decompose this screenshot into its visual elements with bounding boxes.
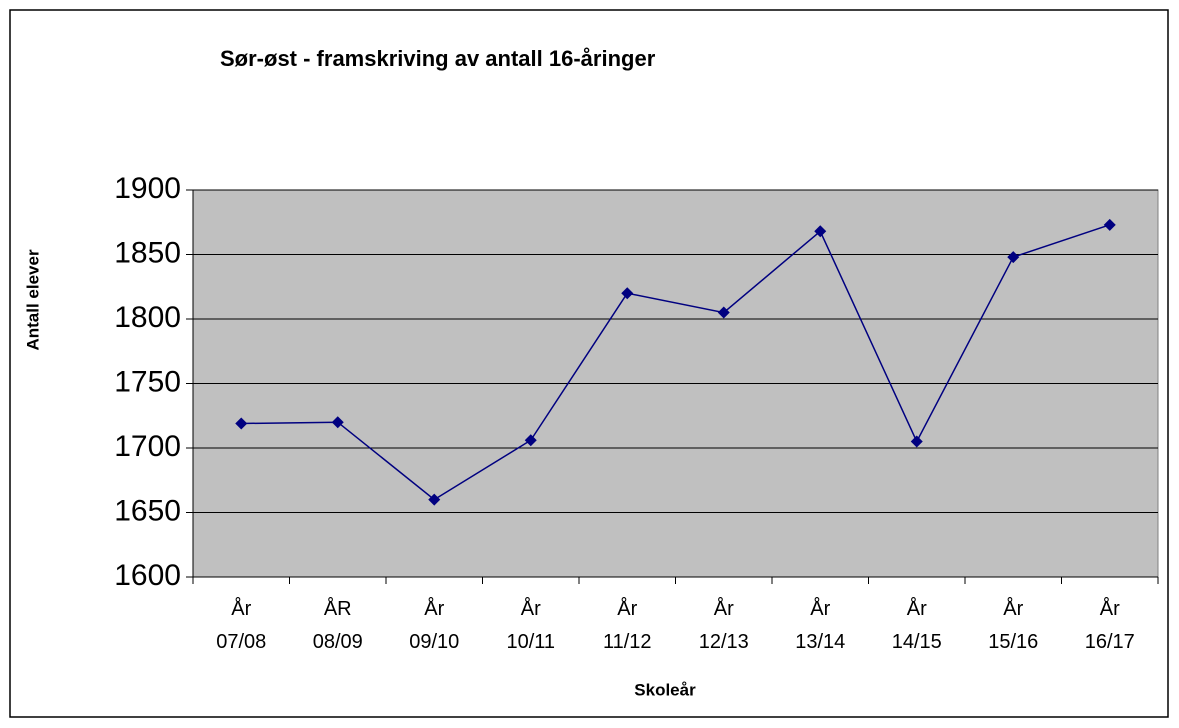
y-tick-label: 1600: [114, 559, 181, 592]
x-tick-label: År 13/14: [795, 597, 845, 653]
data-point: [1007, 251, 1020, 264]
data-point: [235, 417, 248, 430]
x-tick-label: År 16/17: [1085, 597, 1135, 653]
data-point: [910, 435, 923, 448]
data-point: [717, 306, 730, 319]
y-tick-label: 1700: [114, 430, 181, 463]
x-tick-label: År 10/11: [506, 597, 555, 653]
chart-title: Sør-øst - framskriving av antall 16-årin…: [220, 46, 656, 71]
data-point: [1103, 218, 1116, 231]
x-tick-label: ÅR 08/09: [313, 597, 363, 653]
data-point: [814, 225, 827, 238]
data-point: [621, 287, 634, 300]
y-tick-label: 1900: [114, 172, 181, 205]
x-tick-label: År 15/16: [988, 597, 1038, 653]
y-axis-label: Antall elever: [23, 249, 42, 350]
x-tick-label: År 09/10: [409, 597, 459, 653]
data-point: [331, 416, 344, 429]
y-tick-label: 1850: [114, 236, 181, 269]
x-tick-label: År 14/15: [892, 597, 942, 653]
data-point: [524, 434, 537, 447]
series-line: [241, 224, 1110, 501]
y-tick-label: 1650: [114, 494, 181, 527]
x-axis-label: Skoleår: [634, 680, 696, 699]
y-tick-label: 1800: [114, 301, 181, 334]
x-tick-label: År 12/13: [699, 597, 749, 653]
x-tick-label: År 07/08: [216, 597, 266, 653]
data-point: [428, 493, 441, 506]
y-tick-label: 1750: [114, 365, 181, 398]
x-tick-label: År 11/12: [603, 597, 652, 653]
